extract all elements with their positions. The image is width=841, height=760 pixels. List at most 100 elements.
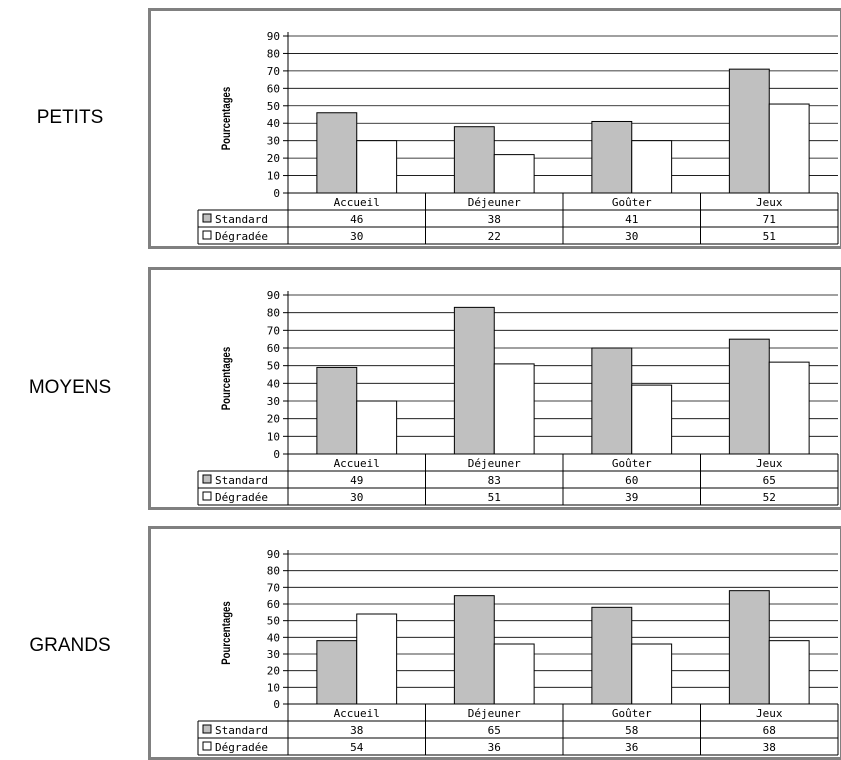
data-label: 39 (625, 491, 638, 504)
y-tick-label: 0 (273, 187, 280, 200)
bar-standard (591, 120, 633, 194)
x-tick-label: Accueil (334, 196, 380, 209)
data-label: 30 (625, 230, 638, 243)
data-label: 71 (763, 213, 776, 226)
y-tick-label: 80 (267, 565, 280, 578)
group-label-petits: PETITS (36, 107, 104, 128)
y-tick-label: 70 (267, 65, 280, 78)
bar-degradee (631, 384, 673, 455)
y-tick-label: 70 (267, 581, 280, 594)
y-tick-label: 60 (267, 82, 280, 95)
x-tick-label: Déjeuner (468, 196, 521, 209)
y-tick-label: 60 (267, 342, 280, 355)
chart-frame (148, 526, 841, 760)
legend-swatch-degradee (202, 741, 212, 751)
data-label: 68 (763, 724, 776, 737)
y-tick-label: 30 (267, 648, 280, 661)
data-label: 30 (350, 491, 363, 504)
x-tick-label: Accueil (334, 707, 380, 720)
legend-label-degradee: Dégradée (215, 741, 268, 754)
y-tick-label: 90 (267, 289, 280, 302)
data-label: 51 (763, 230, 776, 243)
y-tick-label: 30 (267, 395, 280, 408)
legend-swatch-degradee (202, 230, 212, 240)
y-tick-label: 10 (267, 430, 280, 443)
legend-swatch-standard (202, 474, 212, 484)
y-tick-label: 40 (267, 377, 280, 390)
bar-standard (591, 606, 633, 705)
legend-label-standard: Standard (215, 474, 268, 487)
bar-degradee (493, 154, 535, 194)
y-axis-title: Pourcentages (220, 601, 233, 664)
chart-panel-grands: 0 10 20 30 40 50 60 70 80 90 Pourcentages Accueil Dé… (148, 526, 841, 760)
x-tick-label: Accueil (334, 457, 380, 470)
y-tick-label: 20 (267, 413, 280, 426)
bar-degradee (768, 640, 810, 705)
y-tick-label: 60 (267, 598, 280, 611)
chart-panel-petits: 0 10 20 30 40 50 60 70 80 90 Pourcentages Accueil Dé… (148, 8, 841, 249)
y-tick-label: 20 (267, 152, 280, 165)
y-tick-label: 40 (267, 631, 280, 644)
y-tick-label: 0 (273, 698, 280, 711)
legend-label-degradee: Dégradée (215, 491, 268, 504)
legend-swatch-degradee (202, 491, 212, 501)
chart-frame (148, 8, 841, 249)
data-label: 41 (625, 213, 638, 226)
y-tick-label: 90 (267, 548, 280, 561)
y-axis-title: Pourcentages (220, 347, 233, 410)
bar-degradee (356, 613, 398, 705)
data-label: 60 (625, 474, 638, 487)
legend-swatch-standard (202, 724, 212, 734)
bar-degradee (493, 643, 535, 705)
x-tick-label: Jeux (756, 457, 783, 470)
chart-grands: 0 10 20 30 40 50 60 70 80 90 Pourcentages Accueil Dé… (148, 526, 841, 760)
y-tick-label: 90 (267, 30, 280, 43)
bar-degradee (356, 140, 398, 194)
group-label-moyens: MOYENS (28, 377, 112, 398)
legend-swatch-standard (202, 213, 212, 223)
legend-label-degradee: Dégradée (215, 230, 268, 243)
data-label: 36 (488, 741, 501, 754)
bar-standard (728, 338, 770, 455)
bar-standard (453, 126, 495, 194)
y-tick-label: 80 (267, 307, 280, 320)
data-label: 65 (763, 474, 776, 487)
y-tick-label: 20 (267, 665, 280, 678)
data-label: 58 (625, 724, 638, 737)
data-label: 38 (488, 213, 501, 226)
bar-standard (591, 347, 633, 455)
y-tick-label: 0 (273, 448, 280, 461)
bar-degradee (493, 363, 535, 455)
data-label: 52 (763, 491, 776, 504)
bar-degradee (768, 103, 810, 194)
y-tick-label: 80 (267, 47, 280, 60)
chart-moyens: 0 10 20 30 40 50 60 70 80 90 Pourcentages Accueil Dé… (148, 267, 841, 510)
bar-standard (728, 590, 770, 705)
legend-label-standard: Standard (215, 213, 268, 226)
y-tick-label: 50 (267, 100, 280, 113)
y-tick-label: 30 (267, 135, 280, 148)
group-label-grands: GRANDS (29, 635, 111, 656)
y-tick-label: 40 (267, 117, 280, 130)
bar-standard (453, 306, 495, 455)
bar-standard (453, 595, 495, 705)
x-tick-label: Déjeuner (468, 457, 521, 470)
data-label: 54 (350, 741, 364, 754)
bar-standard (316, 366, 358, 455)
bar-standard (728, 68, 770, 194)
data-label: 51 (488, 491, 501, 504)
bar-standard (316, 640, 358, 705)
x-tick-label: Jeux (756, 707, 783, 720)
x-tick-label: Jeux (756, 196, 783, 209)
x-tick-label: Goûter (612, 707, 652, 720)
y-tick-label: 50 (267, 360, 280, 373)
data-label: 83 (488, 474, 501, 487)
chart-panel-moyens: 0 10 20 30 40 50 60 70 80 90 Pourcentages Accueil Dé… (148, 267, 841, 510)
data-label: 49 (350, 474, 363, 487)
legend-label-standard: Standard (215, 724, 268, 737)
y-tick-label: 50 (267, 615, 280, 628)
bar-degradee (631, 643, 673, 705)
y-tick-label: 10 (267, 681, 280, 694)
bar-standard (316, 112, 358, 194)
data-label: 22 (488, 230, 501, 243)
